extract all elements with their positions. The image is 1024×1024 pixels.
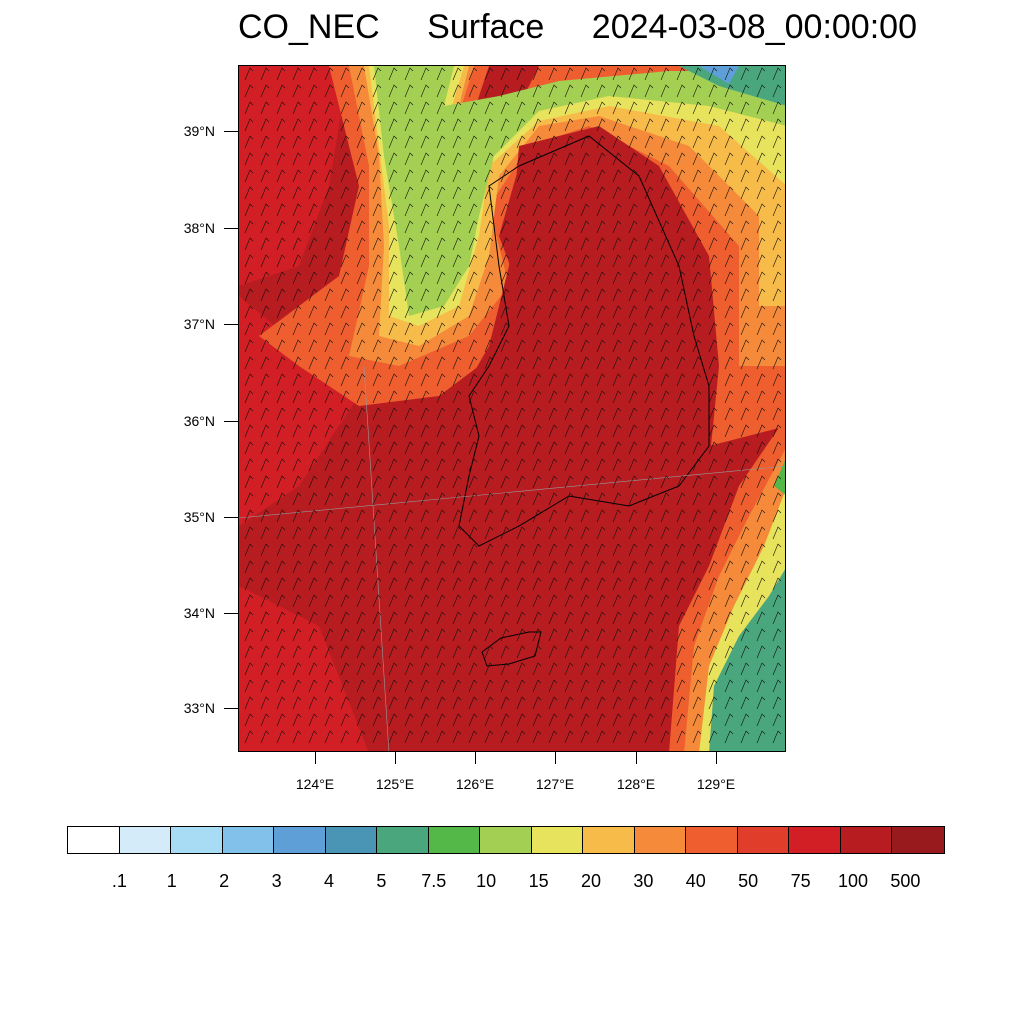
colorbar-label: .1 bbox=[111, 871, 127, 891]
map-title: CO_NEC Surface 2024-03-08_00:00:00 bbox=[238, 8, 938, 47]
colorbar-label: 20 bbox=[580, 871, 602, 891]
lat-tick bbox=[224, 613, 238, 614]
colorbar-label: 40 bbox=[685, 871, 706, 891]
lat-label-35: 35°N bbox=[183, 509, 215, 525]
lat-label-38: 38°N bbox=[183, 220, 215, 236]
lat-tick bbox=[224, 421, 238, 422]
concentration-field bbox=[239, 66, 785, 751]
lon-label-127: 127°E bbox=[535, 776, 575, 792]
colorbar-label: 75 bbox=[790, 871, 811, 891]
colorbar-swatch bbox=[171, 827, 223, 853]
lon-label-129: 129°E bbox=[696, 776, 736, 792]
colorbar-label: 7.5 bbox=[421, 871, 447, 891]
lon-label-128: 128°E bbox=[616, 776, 656, 792]
colorbar-label: 15 bbox=[528, 871, 549, 891]
lat-label-39: 39°N bbox=[183, 123, 215, 139]
wind-barbs bbox=[244, 67, 782, 744]
lat-label-37: 37°N bbox=[183, 316, 215, 332]
colorbar-label: 100 bbox=[837, 871, 869, 891]
colorbar-swatch bbox=[68, 827, 120, 853]
lon-tick bbox=[315, 752, 316, 764]
lat-tick bbox=[224, 708, 238, 709]
lat-label-36: 36°N bbox=[183, 413, 215, 429]
colorbar-swatch bbox=[119, 827, 171, 853]
title-datetime: 2024-03-08_00:00:00 bbox=[591, 8, 917, 46]
colorbar-swatch bbox=[686, 827, 738, 853]
colorbar-label: 30 bbox=[633, 871, 654, 891]
lon-label-125: 125°E bbox=[375, 776, 415, 792]
title-level: Surface bbox=[427, 8, 545, 46]
colorbar-label: 50 bbox=[738, 871, 759, 891]
colorbar-swatch bbox=[634, 827, 686, 853]
map-plot-area bbox=[238, 65, 786, 752]
colorbar-label: 1 bbox=[166, 871, 177, 891]
colorbar-swatch bbox=[377, 827, 429, 853]
colorbar-swatch bbox=[892, 827, 944, 853]
lat-tick bbox=[224, 517, 238, 518]
lon-label-124: 124°E bbox=[295, 776, 335, 792]
colorbar-label: 10 bbox=[476, 871, 497, 891]
colorbar-swatch bbox=[480, 827, 532, 853]
lon-tick bbox=[555, 752, 556, 764]
colorbar-label: 500 bbox=[890, 871, 921, 891]
lon-tick bbox=[716, 752, 717, 764]
colorbar-swatch bbox=[583, 827, 635, 853]
colorbar-swatch bbox=[222, 827, 274, 853]
colorbar-swatch bbox=[789, 827, 841, 853]
lat-tick bbox=[224, 131, 238, 132]
title-variable: CO_NEC bbox=[238, 8, 380, 46]
colorbar-label: 4 bbox=[323, 871, 334, 891]
lon-tick bbox=[475, 752, 476, 764]
lon-tick bbox=[395, 752, 396, 764]
lat-label-33: 33°N bbox=[183, 700, 215, 716]
colorbar-swatch bbox=[840, 827, 892, 853]
colorbar-label: 2 bbox=[219, 871, 230, 891]
lat-tick bbox=[224, 324, 238, 325]
colorbar bbox=[67, 826, 945, 854]
colorbar-label: 3 bbox=[271, 871, 282, 891]
colorbar-swatch bbox=[274, 827, 326, 853]
lon-tick bbox=[636, 752, 637, 764]
lon-label-126: 126°E bbox=[455, 776, 495, 792]
colorbar-swatch bbox=[325, 827, 377, 853]
colorbar-swatch bbox=[737, 827, 789, 853]
colorbar-swatch bbox=[428, 827, 480, 853]
lat-tick bbox=[224, 228, 238, 229]
colorbar-swatch bbox=[531, 827, 583, 853]
lat-label-34: 34°N bbox=[183, 605, 215, 621]
colorbar-label: 5 bbox=[376, 871, 387, 891]
